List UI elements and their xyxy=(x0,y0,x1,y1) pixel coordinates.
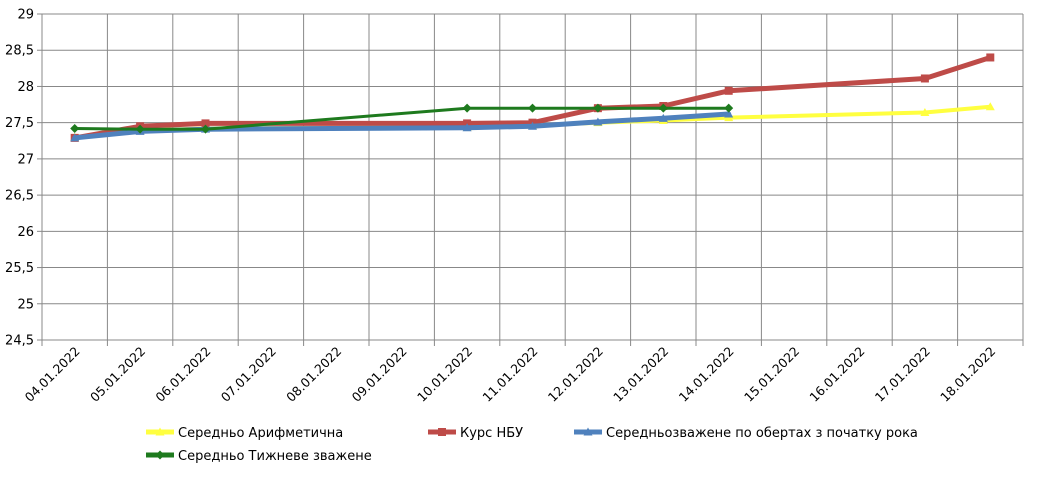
x-tick-label: 07.01.2022 xyxy=(218,344,279,405)
x-tick-label: 05.01.2022 xyxy=(87,344,148,405)
y-tick-label: 25 xyxy=(17,297,34,312)
legend-label: Середньо Арифметична xyxy=(178,426,343,441)
y-tick-label: 26,5 xyxy=(5,189,34,204)
legend-item[interactable]: Курс НБУ xyxy=(428,426,523,441)
data-point xyxy=(528,103,537,113)
x-tick-label: 15.01.2022 xyxy=(741,344,802,405)
x-tick-label: 08.01.2022 xyxy=(283,344,344,405)
x-tick-label: 17.01.2022 xyxy=(872,344,933,405)
legend-label: Середньозважене по обертах з початку рок… xyxy=(606,426,918,441)
series-line xyxy=(72,111,732,141)
axes: 24,5 25 25,5 26 26,5 27 27,5 28 28,5 29 04.01.2022… xyxy=(5,8,1024,405)
grid xyxy=(41,13,1024,341)
data-point xyxy=(528,121,537,130)
x-tick-label: 10.01.2022 xyxy=(414,344,475,405)
data-point xyxy=(986,53,995,62)
data-point xyxy=(724,109,734,118)
x-tick-label: 11.01.2022 xyxy=(479,344,540,405)
x-tick-label: 13.01.2022 xyxy=(610,344,671,405)
y-tick-label: 25,5 xyxy=(5,261,34,276)
data-point xyxy=(985,102,995,111)
y-tick-label: 28 xyxy=(17,80,34,95)
y-tick-label: 24,5 xyxy=(5,334,34,349)
data-point xyxy=(920,108,930,117)
y-tick-label: 27,5 xyxy=(5,116,34,131)
legend-label: Середньо Тижневе зважене xyxy=(178,449,372,464)
data-point xyxy=(70,133,80,142)
legend: Середньо Арифметична Курс НБУ Середньозваж… xyxy=(146,426,918,464)
legend-swatch-marker xyxy=(155,450,165,460)
legend-label: Курс НБУ xyxy=(460,426,523,441)
x-tick-label: 12.01.2022 xyxy=(545,344,606,405)
legend-item[interactable]: Середньо Арифметична xyxy=(146,426,343,441)
series-group xyxy=(70,53,995,142)
x-tick-label: 09.01.2022 xyxy=(349,344,410,405)
x-tick-label: 18.01.2022 xyxy=(937,344,998,405)
series-line xyxy=(72,55,993,141)
y-tick-label: 27 xyxy=(17,152,34,167)
legend-item[interactable]: Середньо Тижневе зважене xyxy=(146,449,372,464)
data-point xyxy=(135,124,145,134)
data-point xyxy=(658,103,668,113)
y-tick-label: 28,5 xyxy=(5,44,34,59)
legend-swatch-marker xyxy=(438,428,446,436)
series-line xyxy=(73,106,731,131)
legend-swatch-marker xyxy=(583,427,593,436)
data-point xyxy=(920,74,929,83)
data-point xyxy=(724,103,734,113)
data-point xyxy=(70,123,80,133)
x-tick-label: 14.01.2022 xyxy=(676,344,737,405)
x-tick-label: 04.01.2022 xyxy=(22,344,83,405)
legend-swatch-marker xyxy=(155,427,165,436)
data-point xyxy=(724,86,733,95)
data-point xyxy=(658,113,668,122)
series-4 xyxy=(70,103,734,134)
data-point xyxy=(593,117,603,126)
y-tick-label: 29 xyxy=(17,8,34,23)
data-point xyxy=(462,123,472,132)
legend-item[interactable]: Середньозважене по обертах з початку рок… xyxy=(574,426,918,441)
data-point xyxy=(593,103,603,113)
data-point xyxy=(201,124,210,134)
data-point xyxy=(462,103,472,113)
x-tick-label: 06.01.2022 xyxy=(152,344,213,405)
y-tick-label: 26 xyxy=(17,225,34,240)
x-tick-label: 16.01.2022 xyxy=(806,344,867,405)
